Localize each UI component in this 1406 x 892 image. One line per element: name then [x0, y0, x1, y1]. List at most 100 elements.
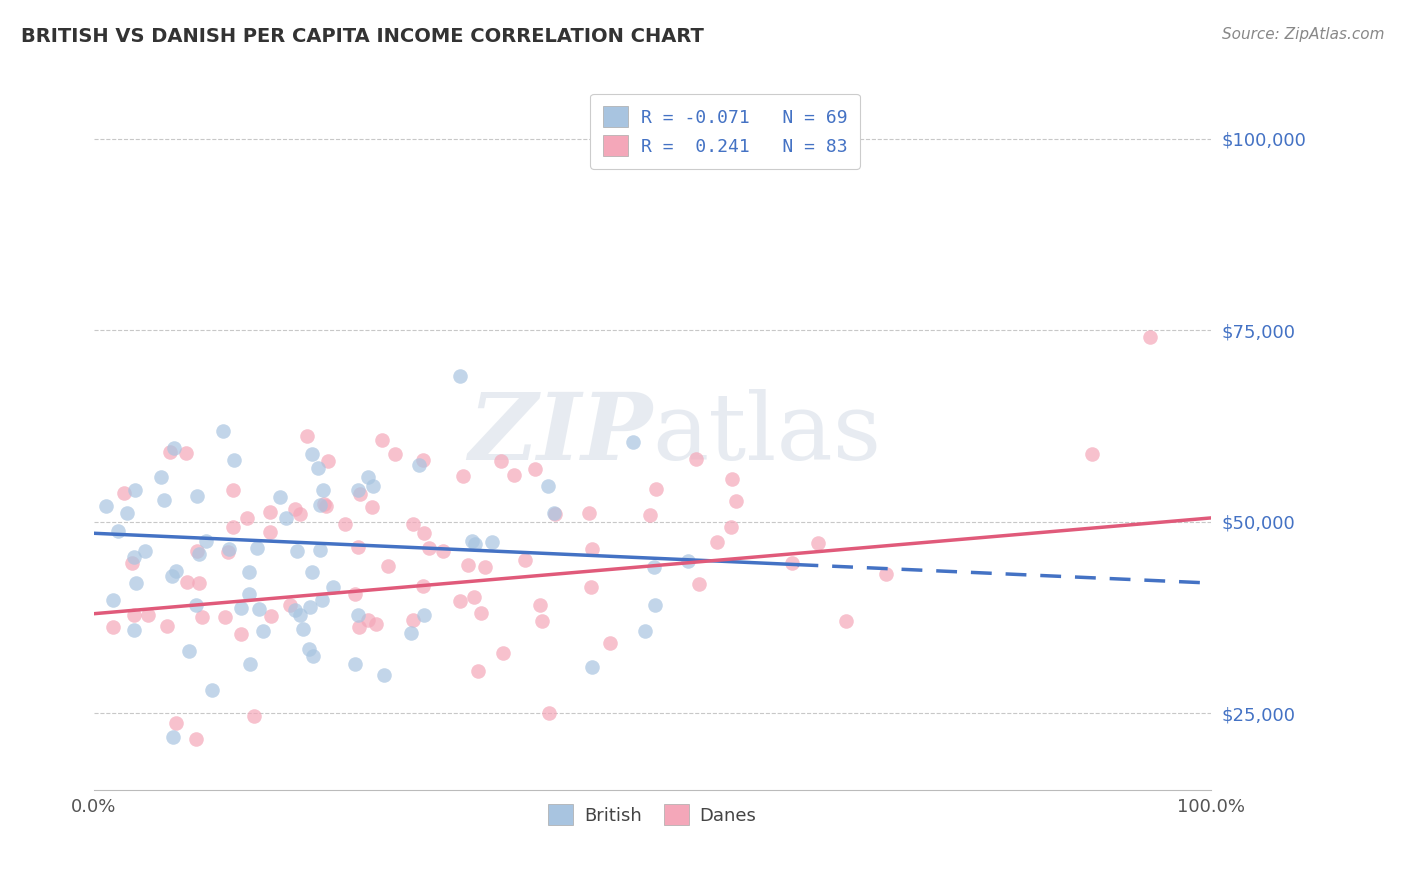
Point — [537, 479, 560, 493]
Point — [150, 470, 173, 484]
Point — [312, 497, 335, 511]
Point — [222, 483, 245, 497]
Point — [191, 610, 214, 624]
Point — [194, 533, 217, 548]
Point — [214, 610, 236, 624]
Point — [503, 467, 526, 482]
Point — [373, 667, 395, 681]
Point — [259, 524, 281, 539]
Point — [284, 603, 307, 617]
Point — [188, 547, 211, 561]
Point — [643, 560, 665, 574]
Point — [311, 592, 333, 607]
Point — [121, 556, 143, 570]
Point — [361, 500, 384, 515]
Point — [125, 576, 148, 591]
Point — [578, 506, 600, 520]
Point — [312, 483, 335, 497]
Point — [301, 447, 323, 461]
Point — [315, 499, 337, 513]
Point — [163, 441, 186, 455]
Point — [307, 461, 329, 475]
Point — [107, 524, 129, 538]
Point — [720, 471, 742, 485]
Point — [299, 599, 322, 614]
Point — [94, 500, 117, 514]
Point — [284, 501, 307, 516]
Point — [260, 608, 283, 623]
Point — [621, 435, 644, 450]
Point — [112, 485, 135, 500]
Point — [165, 715, 187, 730]
Point — [156, 619, 179, 633]
Point — [384, 447, 406, 461]
Point — [309, 543, 332, 558]
Point — [457, 558, 479, 573]
Point — [412, 526, 434, 541]
Text: Source: ZipAtlas.com: Source: ZipAtlas.com — [1222, 27, 1385, 42]
Point — [290, 507, 312, 521]
Point — [124, 483, 146, 497]
Point — [543, 506, 565, 520]
Point — [184, 732, 207, 747]
Point — [316, 454, 339, 468]
Point — [218, 542, 240, 557]
Point — [184, 598, 207, 612]
Point — [174, 446, 197, 460]
Point — [474, 559, 496, 574]
Point — [835, 614, 858, 628]
Point — [344, 657, 367, 672]
Point — [229, 626, 252, 640]
Point — [222, 453, 245, 467]
Point — [644, 482, 666, 496]
Point — [322, 581, 344, 595]
Point — [634, 624, 657, 638]
Point — [122, 608, 145, 623]
Point — [688, 576, 710, 591]
Point — [412, 579, 434, 593]
Point — [579, 580, 602, 594]
Legend: British, Danes: British, Danes — [538, 796, 766, 834]
Point — [412, 453, 434, 467]
Point — [464, 537, 486, 551]
Point — [186, 489, 208, 503]
Point — [463, 590, 485, 604]
Point — [152, 492, 174, 507]
Point — [343, 587, 366, 601]
Point — [134, 543, 156, 558]
Point — [449, 593, 471, 607]
Point — [357, 470, 380, 484]
Point — [298, 642, 321, 657]
Point — [160, 569, 183, 583]
Point — [122, 624, 145, 638]
Point — [780, 557, 803, 571]
Point — [101, 593, 124, 607]
Point — [685, 451, 707, 466]
Point — [124, 549, 146, 564]
Point — [370, 433, 392, 447]
Point — [239, 657, 262, 671]
Point — [276, 510, 298, 524]
Point — [162, 730, 184, 744]
Point — [676, 554, 699, 568]
Point — [432, 544, 454, 558]
Point — [201, 683, 224, 698]
Point — [285, 544, 308, 558]
Point — [252, 624, 274, 639]
Point — [212, 424, 235, 438]
Point — [176, 574, 198, 589]
Point — [280, 598, 302, 612]
Point — [347, 483, 370, 497]
Point — [238, 587, 260, 601]
Point — [115, 507, 138, 521]
Point — [364, 617, 387, 632]
Point — [451, 468, 474, 483]
Point — [238, 566, 260, 580]
Point — [412, 607, 434, 622]
Point — [402, 613, 425, 627]
Point — [706, 535, 728, 549]
Point — [242, 708, 264, 723]
Point — [401, 626, 423, 640]
Point — [165, 564, 187, 578]
Point — [186, 544, 208, 558]
